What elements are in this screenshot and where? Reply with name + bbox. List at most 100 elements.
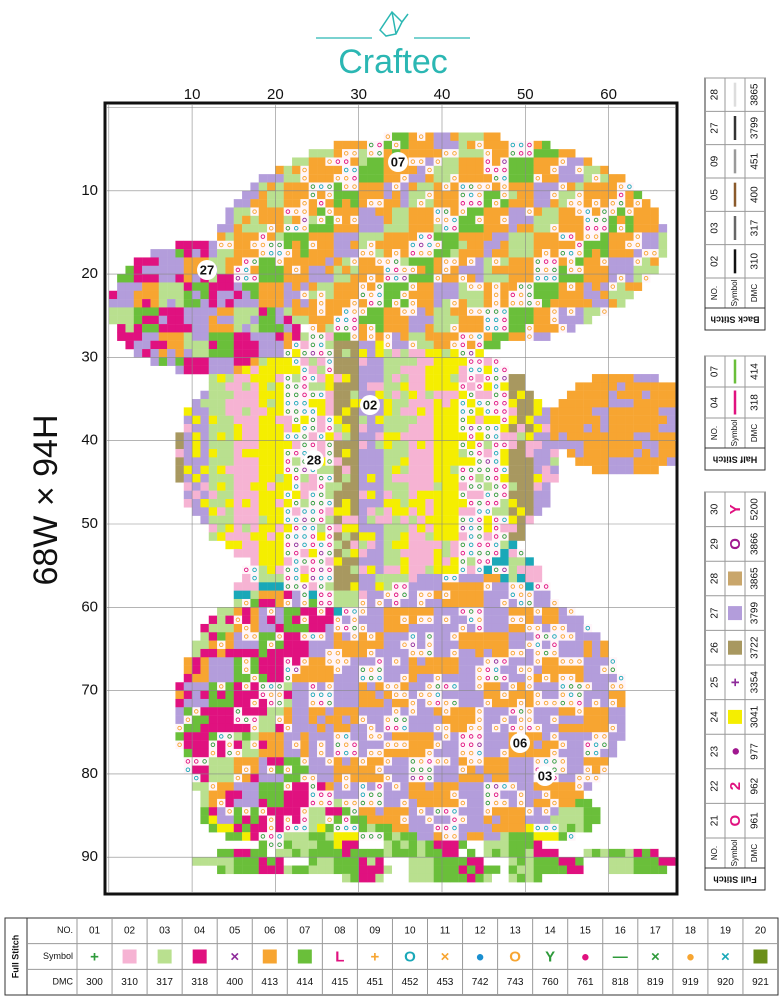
stitch-cell: [217, 490, 226, 500]
stitch-cell: [283, 307, 293, 316]
stitch-cell: [183, 765, 193, 775]
stitch-cell: [233, 507, 243, 516]
stitch-cell: [250, 698, 259, 708]
stitch-cell: [633, 199, 643, 208]
stitch-cell: [616, 257, 626, 266]
stitch-symbol: [452, 176, 457, 181]
stitch-cell: [583, 299, 593, 308]
stitch-cell: [425, 190, 434, 200]
stitch-symbol: [577, 267, 582, 273]
stitch-cell: [275, 482, 284, 491]
stitch-cell: [483, 432, 493, 441]
stitch-symbol: [318, 334, 324, 339]
stitch-cell: [392, 374, 401, 383]
stitch-cell: [491, 265, 501, 275]
stitch-cell: [342, 732, 351, 741]
stitch-cell: [283, 332, 293, 341]
stitch-cell: [442, 340, 451, 350]
stitch-symbol: [477, 384, 482, 389]
stitch-cell: [450, 723, 459, 733]
stitch-cell: [417, 249, 426, 258]
stitch-cell: [658, 399, 668, 408]
stitch-cell: [417, 349, 426, 358]
stitch-symbol: [410, 242, 416, 248]
stitch-cell: [342, 548, 351, 558]
stitch-cell: [250, 499, 259, 508]
stitch-cell: [466, 399, 476, 408]
stitch-cell: [600, 240, 609, 250]
stitch-cell: [400, 232, 409, 241]
stitch-cell: [533, 165, 543, 175]
stitch-cell: [375, 290, 384, 300]
stitch-cell: [541, 723, 551, 733]
stitch-cell: [400, 590, 409, 600]
stitch-cell: [475, 174, 484, 183]
stitch-cell: [308, 232, 318, 241]
stitch-cell: [300, 740, 309, 750]
stitch-cell: [175, 698, 184, 708]
stitch-cell: [367, 174, 376, 183]
stitch-cell: [400, 165, 409, 175]
stitch-cell: [541, 149, 551, 158]
stitch-cell: [566, 165, 576, 175]
stitch-cell: [150, 265, 159, 275]
stitch-cell: [350, 740, 359, 750]
stitch-cell: [525, 648, 534, 658]
stitch-cell: [300, 257, 309, 266]
stitch-cell: [558, 607, 568, 616]
stitch-cell: [533, 332, 543, 341]
stitch-cell: [375, 698, 384, 708]
stitch-cell: [358, 657, 368, 666]
stitch-cell: [400, 474, 409, 483]
stitch-cell: [383, 357, 393, 366]
stitch-cell: [383, 265, 393, 275]
stitch-cell: [308, 399, 318, 408]
stitch-cell: [233, 457, 243, 466]
stitch-cell: [367, 665, 376, 675]
stitch-cell: [533, 415, 543, 425]
stitch-symbol: [335, 159, 341, 164]
stitch-cell: [650, 449, 659, 458]
stitch-cell: [325, 182, 334, 191]
stitch-cell: [183, 407, 193, 416]
stitch-cell: [425, 465, 434, 475]
stitch-symbol: [510, 292, 516, 298]
stitch-symbol: [577, 192, 582, 198]
stitch-cell: [233, 540, 243, 550]
stitch-cell: [475, 773, 484, 783]
stitch-symbol: [243, 259, 249, 264]
stitch-symbol: [502, 467, 507, 473]
stitch-cell: [650, 207, 659, 216]
stitch-cell: [525, 265, 534, 275]
stitch-cell: [358, 165, 368, 175]
stitch-symbol: [293, 584, 299, 589]
stitch-symbol: [452, 301, 457, 306]
stitch-symbol: [477, 367, 482, 373]
stitch-cell: [350, 215, 359, 225]
stitch-cell: [425, 482, 434, 491]
stitch-symbol: [485, 459, 491, 464]
stitch-symbol: [468, 259, 474, 264]
stitch-cell: [267, 807, 276, 816]
stitch-cell: [442, 590, 451, 600]
stitch-symbol: [410, 767, 416, 772]
stitch-symbol: [410, 251, 416, 256]
stitch-cell: [583, 732, 593, 741]
stitch-cell: [508, 315, 518, 325]
stitch-cell: [375, 740, 384, 750]
stitch-cell: [433, 515, 443, 525]
stitch-cell: [550, 682, 559, 691]
stitch-cell: [541, 299, 551, 308]
stitch-cell: [591, 748, 601, 758]
stitch-cell: [258, 757, 268, 766]
stitch-cell: [500, 457, 509, 466]
stitch-cell: [500, 557, 509, 566]
stitch-cell: [275, 548, 284, 558]
stitch-cell: [408, 265, 418, 275]
stitch-symbol: [343, 184, 349, 189]
stitch-cell: [541, 465, 551, 475]
stitch-symbol: [643, 276, 649, 281]
stitch-cell: [458, 407, 468, 416]
stitch-cell: [550, 648, 559, 658]
stitch-cell: [616, 424, 626, 433]
